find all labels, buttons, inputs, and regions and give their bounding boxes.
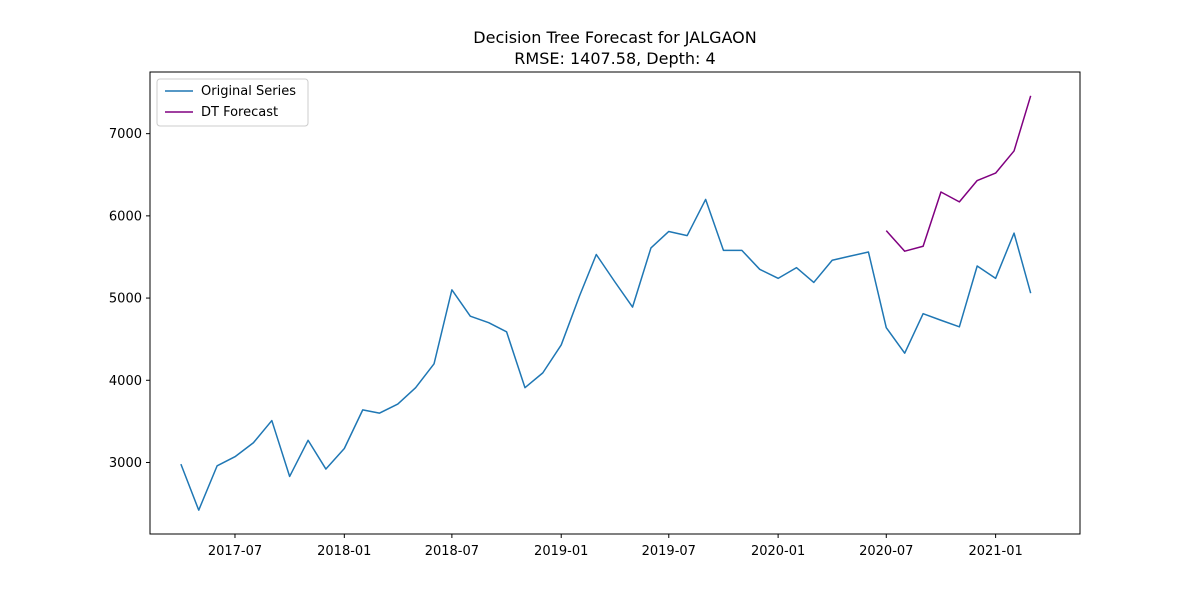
y-tick-label-5000: 5000	[109, 292, 142, 307]
x-tick-label-2019-01: 2019-01	[534, 544, 588, 559]
x-tick-label-2018-07: 2018-07	[425, 544, 479, 559]
y-tick-label-4000: 4000	[109, 374, 142, 389]
legend-box	[156, 78, 309, 127]
axis-layer: 2017-07 2018-01 2018-07 2019-01 2019-07 2020-…	[109, 127, 1023, 559]
x-tick-label-2021-01: 2021-01	[968, 544, 1022, 559]
series-layer	[180, 95, 1032, 511]
x-tick-label-2020-01: 2020-01	[751, 544, 805, 559]
chart-subtitle: RMSE: 1407.58, Depth: 4	[514, 49, 715, 68]
y-tick-label-7000: 7000	[109, 127, 142, 142]
x-tick-label-2017-07: 2017-07	[208, 544, 262, 559]
x-tick-label-2018-01: 2018-01	[317, 544, 371, 559]
series-line-original-series	[180, 198, 1032, 511]
legend-label-dt-forecast: DT Forecast	[201, 105, 278, 120]
y-tick-label-6000: 6000	[109, 209, 142, 224]
legend: Original Series DT Forecast	[156, 78, 309, 127]
plot-frame	[149, 71, 1081, 535]
series-line-dt-forecast	[885, 95, 1032, 252]
legend-label-original-series: Original Series	[201, 84, 296, 99]
y-tick-label-3000: 3000	[109, 456, 142, 471]
x-tick-label-2019-07: 2019-07	[642, 544, 696, 559]
x-tick-label-2020-07: 2020-07	[859, 544, 913, 559]
chart-title: Decision Tree Forecast for JALGAON	[473, 28, 756, 47]
